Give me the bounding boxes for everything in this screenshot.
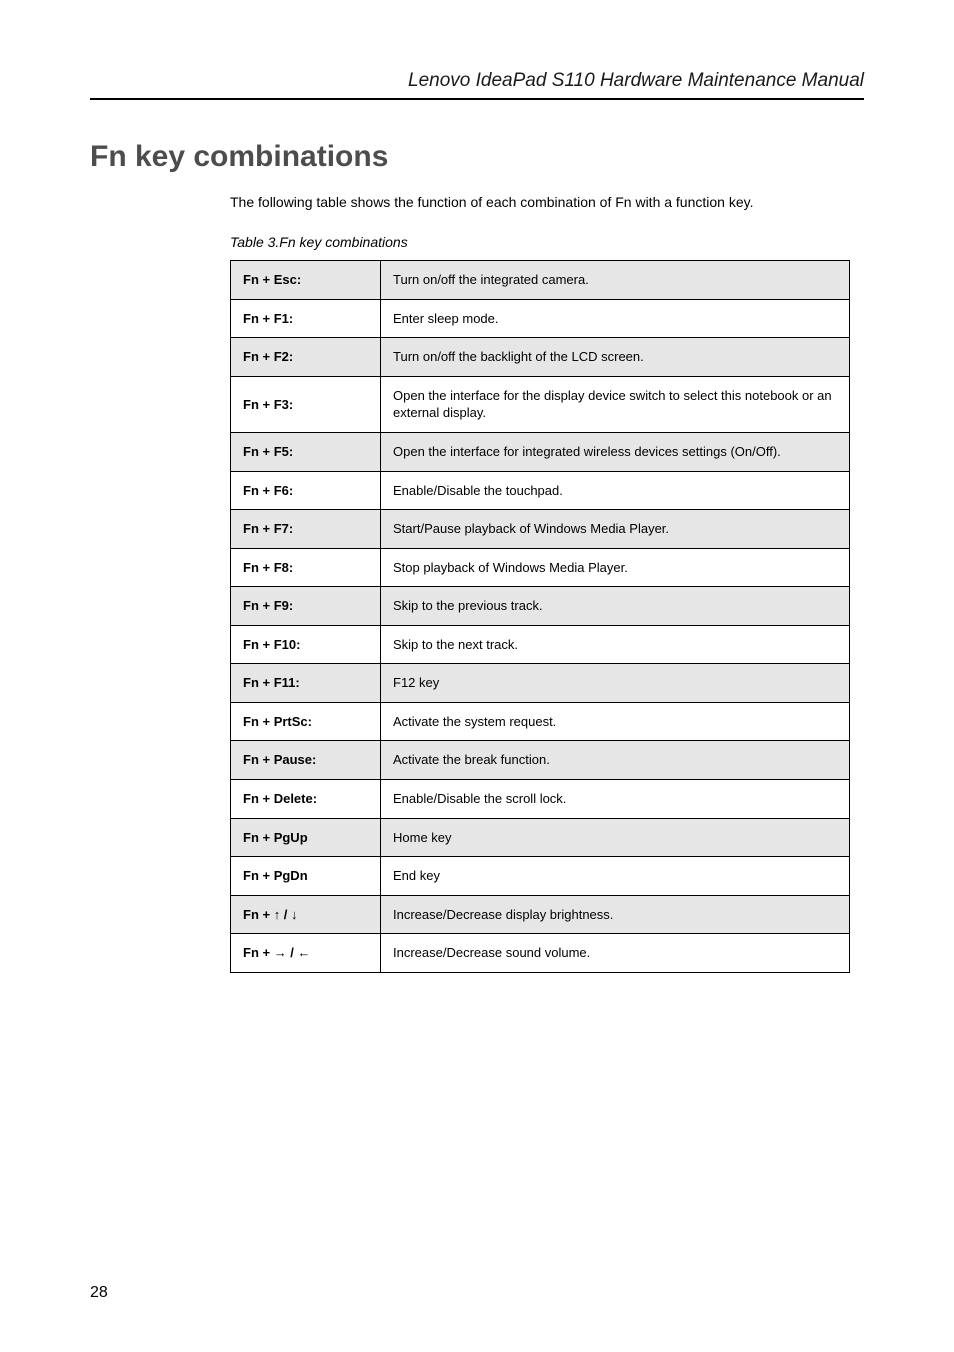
intro-paragraph: The following table shows the function o… (230, 192, 864, 212)
section-title: Fn key combinations (90, 140, 864, 174)
fn-desc-cell: Open the interface for the display devic… (381, 376, 850, 432)
fn-desc-cell: F12 key (381, 664, 850, 703)
table-row: Fn + Esc:Turn on/off the integrated came… (231, 261, 850, 300)
fn-key-cell: Fn + F5: (231, 433, 381, 472)
fn-desc-cell: Turn on/off the integrated camera. (381, 261, 850, 300)
table-row: Fn + PgUpHome key (231, 818, 850, 857)
table-row: Fn + F10:Skip to the next track. (231, 625, 850, 664)
fn-key-table: Fn + Esc:Turn on/off the integrated came… (230, 260, 850, 972)
table-row: Fn + Pause:Activate the break function. (231, 741, 850, 780)
fn-key-cell: Fn + Esc: (231, 261, 381, 300)
fn-desc-cell: End key (381, 857, 850, 896)
table-row: Fn + F6:Enable/Disable the touchpad. (231, 471, 850, 510)
fn-desc-cell: Increase/Decrease sound volume. (381, 934, 850, 973)
table-row: Fn + F8:Stop playback of Windows Media P… (231, 548, 850, 587)
table-row: Fn + → / ←Increase/Decrease sound volume… (231, 934, 850, 973)
fn-desc-cell: Turn on/off the backlight of the LCD scr… (381, 338, 850, 377)
table-row: Fn + F7:Start/Pause playback of Windows … (231, 510, 850, 549)
fn-desc-cell: Home key (381, 818, 850, 857)
fn-desc-cell: Skip to the previous track. (381, 587, 850, 626)
fn-desc-cell: Open the interface for integrated wirele… (381, 433, 850, 472)
fn-desc-cell: Enable/Disable the touchpad. (381, 471, 850, 510)
page-number: 28 (90, 1284, 108, 1302)
fn-key-cell: Fn + → / ← (231, 934, 381, 973)
table-row: Fn + PgDnEnd key (231, 857, 850, 896)
fn-key-cell: Fn + F1: (231, 299, 381, 338)
fn-key-cell: Fn + F10: (231, 625, 381, 664)
table-row: Fn + F11:F12 key (231, 664, 850, 703)
fn-key-cell: Fn + F8: (231, 548, 381, 587)
fn-desc-cell: Skip to the next track. (381, 625, 850, 664)
fn-key-cell: Fn + PgDn (231, 857, 381, 896)
table-row: Fn + F9:Skip to the previous track. (231, 587, 850, 626)
fn-desc-cell: Start/Pause playback of Windows Media Pl… (381, 510, 850, 549)
table-row: Fn + PrtSc:Activate the system request. (231, 702, 850, 741)
fn-key-cell: Fn + ↑ / ↓ (231, 895, 381, 934)
fn-key-cell: Fn + Delete: (231, 779, 381, 818)
table-row: Fn + ↑ / ↓Increase/Decrease display brig… (231, 895, 850, 934)
table-caption: Table 3.Fn key combinations (230, 234, 864, 250)
fn-desc-cell: Stop playback of Windows Media Player. (381, 548, 850, 587)
fn-key-cell: Fn + PgUp (231, 818, 381, 857)
fn-key-cell: Fn + F7: (231, 510, 381, 549)
fn-key-table-body: Fn + Esc:Turn on/off the integrated came… (231, 261, 850, 972)
table-row: Fn + Delete:Enable/Disable the scroll lo… (231, 779, 850, 818)
table-row: Fn + F1:Enter sleep mode. (231, 299, 850, 338)
fn-key-cell: Fn + F9: (231, 587, 381, 626)
fn-desc-cell: Enter sleep mode. (381, 299, 850, 338)
running-header: Lenovo IdeaPad S110 Hardware Maintenance… (90, 70, 864, 100)
fn-desc-cell: Increase/Decrease display brightness. (381, 895, 850, 934)
table-row: Fn + F2:Turn on/off the backlight of the… (231, 338, 850, 377)
fn-desc-cell: Activate the system request. (381, 702, 850, 741)
fn-key-cell: Fn + F11: (231, 664, 381, 703)
fn-desc-cell: Enable/Disable the scroll lock. (381, 779, 850, 818)
fn-key-cell: Fn + F3: (231, 376, 381, 432)
table-row: Fn + F5:Open the interface for integrate… (231, 433, 850, 472)
document-page: Lenovo IdeaPad S110 Hardware Maintenance… (0, 0, 954, 1352)
fn-desc-cell: Activate the break function. (381, 741, 850, 780)
fn-key-cell: Fn + Pause: (231, 741, 381, 780)
table-row: Fn + F3:Open the interface for the displ… (231, 376, 850, 432)
fn-key-cell: Fn + F2: (231, 338, 381, 377)
fn-key-cell: Fn + F6: (231, 471, 381, 510)
fn-key-cell: Fn + PrtSc: (231, 702, 381, 741)
